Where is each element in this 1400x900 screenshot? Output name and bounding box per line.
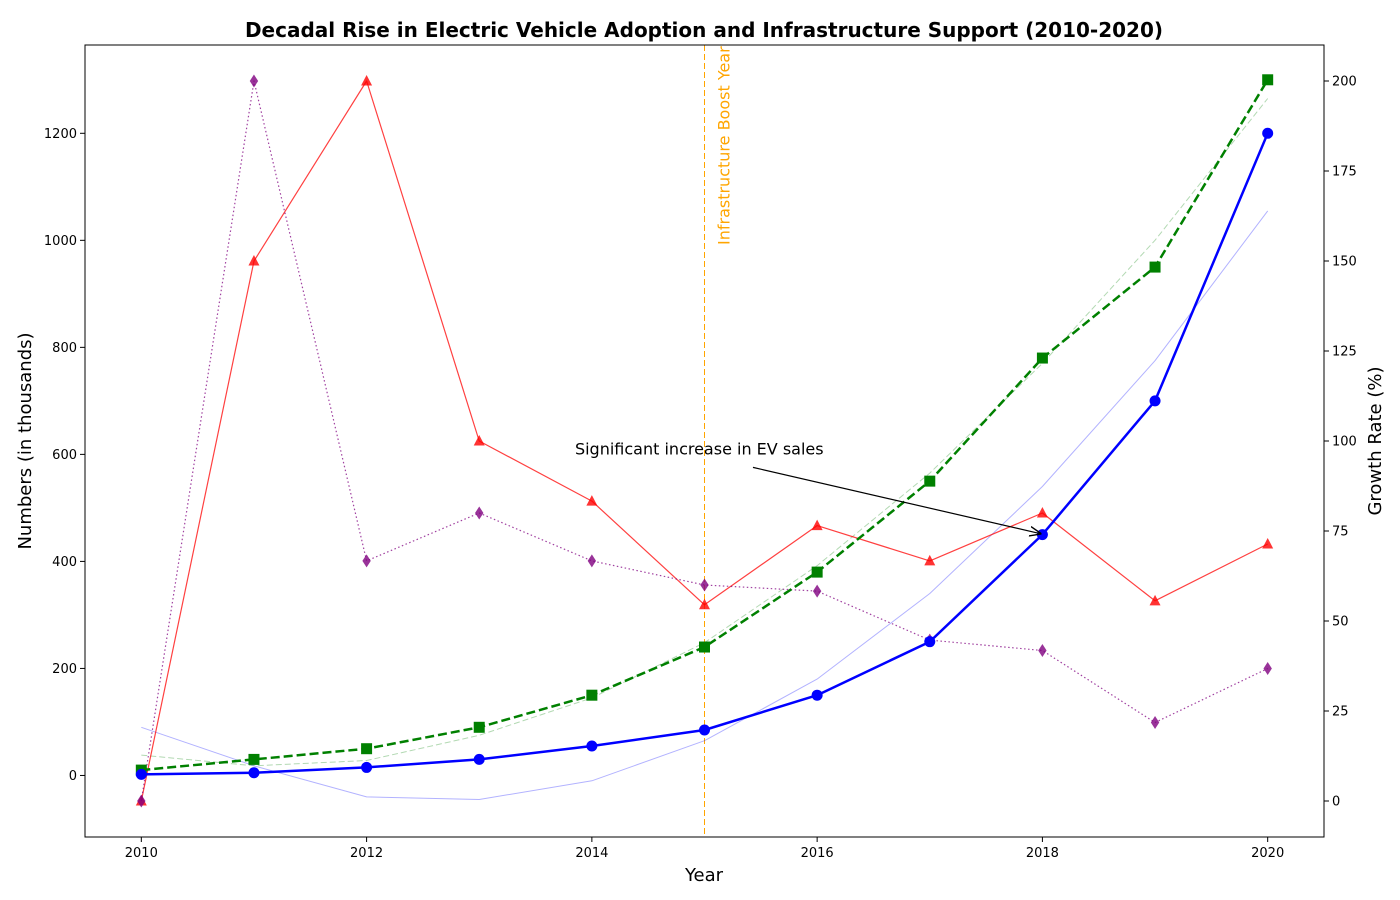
data-point [361, 761, 373, 773]
y2-tick-label: 75 [1332, 525, 1349, 540]
infrastructure-boost-label: Infrastructure Boost Year [715, 46, 734, 245]
x-tick-label: 2018 [1026, 846, 1059, 861]
annotation-text: Significant increase in EV sales [575, 439, 824, 458]
data-point [361, 75, 373, 86]
data-point [248, 767, 260, 779]
data-point [699, 598, 710, 610]
data-point [1149, 261, 1161, 273]
series-line-0 [135, 127, 1274, 780]
x-tick-label: 2012 [350, 846, 383, 861]
data-point [361, 743, 373, 755]
data-point [1149, 395, 1161, 407]
data-point [586, 495, 598, 506]
data-point [1149, 594, 1161, 606]
data-point [586, 689, 598, 701]
data-point [1036, 529, 1048, 541]
y-tick-label: 1000 [44, 234, 77, 249]
data-point [924, 475, 936, 487]
x-tick-label: 2014 [575, 846, 608, 861]
annotation-arrow [752, 466, 1040, 533]
data-point [248, 255, 260, 266]
chart-title: Decadal Rise in Electric Vehicle Adoptio… [245, 18, 1163, 42]
data-point [475, 506, 484, 520]
x-tick-label: 2010 [125, 846, 158, 861]
series-line-2 [135, 75, 1274, 806]
y2-tick-label: 125 [1332, 345, 1357, 360]
data-point [1036, 352, 1048, 364]
series-path [140, 80, 1268, 802]
y-tick-label: 0 [69, 769, 77, 784]
data-point [248, 753, 260, 765]
x-axis-label: Year [684, 865, 724, 886]
data-point [1262, 74, 1274, 86]
data-point [924, 554, 936, 566]
y2-axis-label: Growth Rate (%) [1365, 366, 1386, 515]
y2-tick-label: 150 [1332, 255, 1357, 270]
data-point [699, 724, 710, 736]
y-axis-right: 0 25 50 75 100 125 150 175 200 [1324, 75, 1357, 810]
y2-tick-label: 0 [1332, 795, 1340, 810]
y-tick-label: 800 [52, 341, 77, 356]
y2-tick-label: 200 [1332, 75, 1357, 90]
y-tick-label: 600 [52, 448, 77, 463]
data-point [811, 519, 823, 531]
data-point [1038, 644, 1047, 658]
series-line-4 [141, 210, 1269, 800]
y2-tick-label: 100 [1332, 435, 1357, 450]
data-point [1036, 507, 1048, 518]
data-point [473, 435, 485, 446]
data-point [137, 794, 146, 808]
annotations: Significant increase in EV sales [575, 439, 1040, 533]
y2-tick-label: 175 [1332, 165, 1357, 180]
y-tick-label: 1200 [44, 127, 77, 142]
data-point [811, 689, 823, 701]
data-point [811, 566, 823, 578]
y-tick-label: 400 [52, 555, 77, 570]
data-point [700, 578, 709, 592]
data-point [473, 753, 485, 765]
data-point [1263, 662, 1272, 676]
series-path [141, 210, 1269, 800]
data-point [924, 636, 936, 648]
data-point [249, 74, 259, 88]
data-point [473, 721, 485, 733]
plot-area: Infrastructure Boost Year [135, 45, 1274, 837]
x-tick-label: 2020 [1251, 846, 1284, 861]
data-point [587, 554, 597, 568]
data-point [812, 584, 822, 598]
data-point [1150, 716, 1160, 730]
data-point [699, 641, 710, 653]
y-axis-left: 0 200 400 600 800 1000 1200 [44, 127, 85, 784]
data-point [135, 768, 147, 780]
y2-tick-label: 25 [1332, 705, 1349, 720]
y-axis-label: Numbers (in thousands) [15, 332, 36, 549]
x-tick-label: 2016 [801, 846, 834, 861]
x-axis: 2010 2012 2014 2016 2018 2020 [125, 837, 1284, 861]
y-tick-label: 200 [52, 662, 77, 677]
data-point [362, 554, 371, 568]
data-point [1262, 537, 1274, 549]
data-point [1262, 127, 1274, 139]
data-point [586, 740, 598, 752]
y2-tick-label: 50 [1332, 615, 1349, 630]
